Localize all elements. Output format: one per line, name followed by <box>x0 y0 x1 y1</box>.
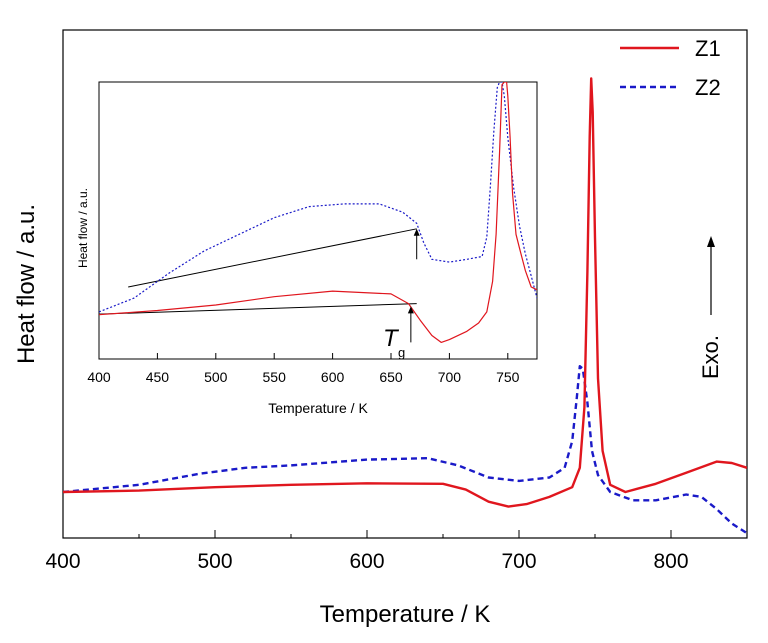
inset-x-tick-label: 700 <box>438 369 462 385</box>
inset-plot: 400 450 500 550 600 650 700 750 Temperature / K H… <box>76 81 538 416</box>
inset-baseline-2 <box>128 228 417 288</box>
main-x-tick-label: 400 <box>45 550 80 573</box>
inset-x-tick-label: 750 <box>496 369 520 385</box>
main-x-tick-label: 700 <box>501 550 536 573</box>
main-x-tick-label: 600 <box>349 550 384 573</box>
tg-arrow-2-head <box>407 306 414 314</box>
exo-label: Exo. <box>698 335 723 379</box>
inset-baseline-1 <box>98 303 417 315</box>
inset-x-tick-label: 600 <box>321 369 345 385</box>
inset-x-axis-label: Temperature / K <box>268 400 368 416</box>
inset-x-tick-label: 550 <box>263 369 287 385</box>
main-plot: 400 500 600 700 800 Temperature / K Heat flow … <box>13 29 748 628</box>
inset-frame <box>98 81 538 360</box>
tg-arrow-1-head <box>413 228 420 236</box>
inset-x-tick-label: 400 <box>87 369 111 385</box>
main-plot-frame <box>62 29 748 539</box>
main-series-z1-line <box>63 77 747 508</box>
tg-label-sub: g <box>398 345 405 360</box>
tg-label-main: T <box>383 325 400 352</box>
inset-y-axis-label: Heat flow / a.u. <box>76 188 90 268</box>
main-x-tick-label: 800 <box>653 550 688 573</box>
inset-x-tick-label: 500 <box>204 369 228 385</box>
main-y-axis-label: Heat flow / a.u. <box>13 204 40 364</box>
inset-x-tick-label: 450 <box>146 369 170 385</box>
legend-z1-label: Z1 <box>695 36 721 61</box>
legend: Z1 Z2 <box>620 36 721 100</box>
exo-arrow-head <box>707 236 715 247</box>
main-series-z2-line <box>63 365 747 535</box>
main-x-tick-label: 500 <box>197 550 232 573</box>
inset-x-tick-label: 650 <box>379 369 403 385</box>
inset-series-z1-line <box>99 82 537 343</box>
main-x-axis-label: Temperature / K <box>320 601 491 628</box>
legend-z2-label: Z2 <box>695 75 721 100</box>
